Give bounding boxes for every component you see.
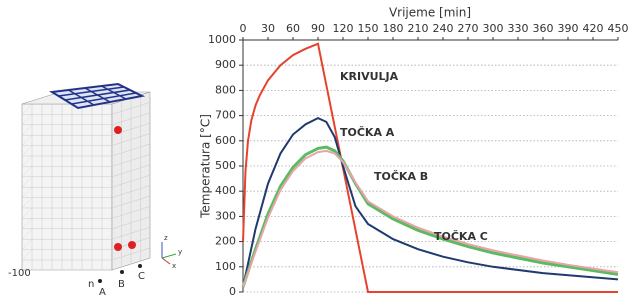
point-label: C [138,271,145,282]
y-tick-label: 600 [215,134,236,147]
y-tick-label: 300 [215,209,236,222]
point-marker [128,241,136,249]
x-tick-label: 120 [333,22,354,35]
series-line [243,147,618,287]
y-tick-label: 0 [229,285,236,298]
series-label: TOČKA C [434,230,488,243]
y-tick-label: 100 [215,260,236,273]
x-tick-label: 420 [583,22,604,35]
point-marker [114,126,122,134]
x-tick-label: 330 [508,22,529,35]
mesh-figure: -100 n A B C z y x [8,84,182,298]
x-tick-label: 300 [483,22,504,35]
y-tick-label: 1000 [208,33,236,46]
point-dot [98,279,102,283]
y-tick-label: 900 [215,58,236,71]
series-line [243,118,618,287]
y-tick-label: 700 [215,109,236,122]
x-tick-label: 30 [261,22,275,35]
x-tick-label: 240 [433,22,454,35]
series-label: KRIVULJA [340,70,399,83]
x-tick-label: 360 [533,22,554,35]
point-dot [120,270,124,274]
x-tick-label: 270 [458,22,479,35]
y-tick-label: 400 [215,184,236,197]
y-axis-title: Temperatura [°C] [199,114,213,219]
y-tick-label: 800 [215,83,236,96]
x-tick-label: 390 [558,22,579,35]
series-label: TOČKA A [340,126,395,139]
axis-label: x [172,262,176,270]
point-dot [138,264,142,268]
axis-label: y [178,248,182,256]
point-marker [114,243,122,251]
point-label: A [99,287,106,298]
axis-label: z [164,234,168,242]
x-tick-label: 0 [240,22,247,35]
x-tick-label: 450 [608,22,629,35]
series-label: TOČKA B [374,170,428,183]
x-tick-label: 180 [383,22,404,35]
scale-label: -100 [8,268,31,279]
x-axis-title: Vrijeme [min] [389,6,471,20]
x-tick-label: 60 [286,22,300,35]
point-label: B [118,279,125,290]
axis-triad [162,258,170,264]
axis-triad [162,254,176,258]
y-tick-label: 500 [215,159,236,172]
series-line [243,44,618,292]
y-tick-label: 200 [215,235,236,248]
x-tick-label: 210 [408,22,429,35]
x-tick-label: 150 [358,22,379,35]
point-label: n [88,279,94,290]
page: -100 n A B C z y x Vrijeme [min] Tempera… [0,0,636,298]
x-tick-label: 90 [311,22,325,35]
